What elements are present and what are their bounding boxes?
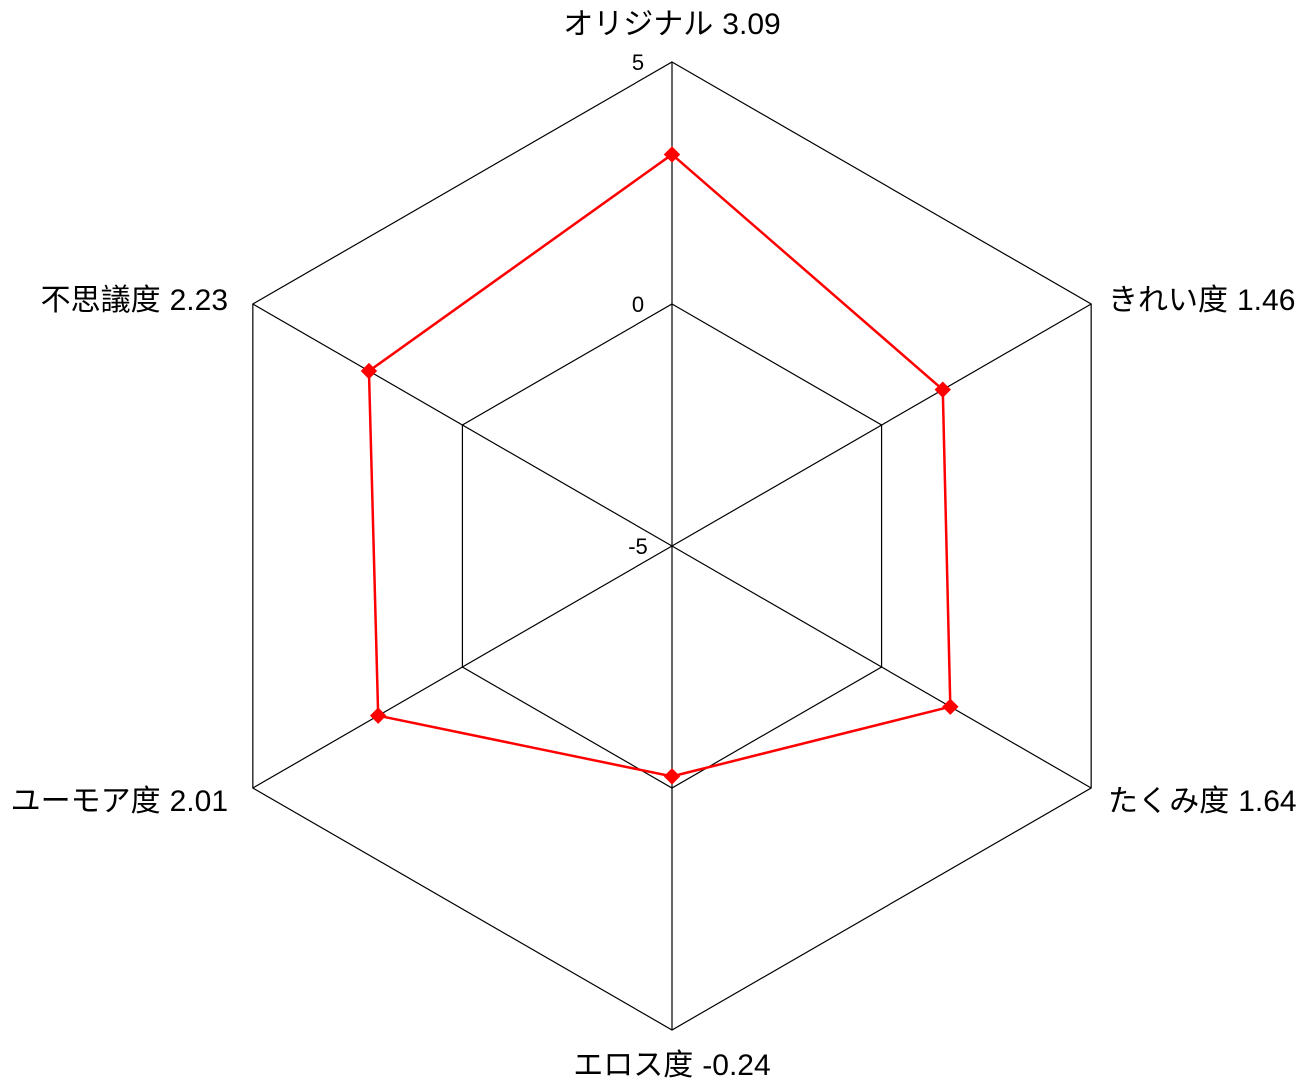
axis-label-2: たくみ度 1.64: [1108, 785, 1297, 818]
axis-value-3: -0.24: [702, 1049, 770, 1082]
axis-value-4: 2.01: [170, 785, 228, 818]
axis-name-1: きれい度: [1108, 284, 1228, 317]
grid-spoke-1: [671, 303, 1092, 547]
axis-name-2: たくみ度: [1108, 785, 1229, 818]
data-point-3: [663, 768, 681, 785]
tick-label-1: 0: [632, 292, 644, 317]
data-point-1: [934, 381, 951, 398]
axis-label-4: ユーモア度 2.01: [11, 785, 228, 818]
radar-grid: [252, 61, 1092, 1031]
axis-value-2: 1.64: [1238, 785, 1296, 818]
axis-value-1: 1.46: [1237, 284, 1295, 317]
grid-spoke-2: [671, 545, 1092, 789]
axis-label-5: 不思議度 2.23: [41, 284, 228, 317]
axis-name-3: エロス度: [573, 1049, 693, 1082]
grid-spoke-4: [252, 545, 673, 789]
tick-label-2: 5: [632, 50, 644, 75]
axis-value-5: 2.23: [170, 284, 228, 317]
axis-name-5: 不思議度: [41, 284, 161, 317]
axis-value-0: 3.09: [722, 8, 780, 41]
axis-label-3: エロス度 -0.24: [573, 1049, 770, 1082]
data-point-5: [360, 362, 378, 380]
data-point-0: [663, 146, 681, 163]
grid-spoke-5: [252, 303, 673, 547]
axis-label-0: オリジナル 3.09: [563, 8, 780, 41]
series-line-0: [367, 153, 952, 778]
axis-name-0: オリジナル: [563, 8, 713, 41]
axis-label-1: きれい度 1.46: [1108, 284, 1295, 317]
tick-label-0: -5: [628, 534, 648, 559]
radar-series: [360, 146, 959, 785]
data-point-2: [942, 698, 959, 715]
radar-axis-labels: オリジナル 3.09 きれい度 1.46 たくみ度 1.64 エロス度 -0.24 ユーモア度 2…: [11, 8, 1297, 1082]
radar-tick-labels: -5 0 5: [628, 50, 648, 559]
axis-name-4: ユーモア度: [11, 785, 161, 818]
data-point-4: [369, 707, 387, 724]
